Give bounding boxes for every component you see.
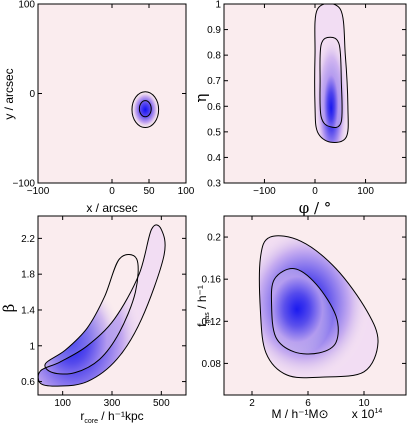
x-tick-label: 50: [143, 186, 155, 197]
x-tick-label: −100: [27, 186, 50, 197]
panel-xy: −100 0 50 100 −100 0 100: [12, 0, 194, 197]
contour-inner: [44, 254, 139, 375]
x-tick-label: 2: [249, 398, 255, 409]
contour-outer: [314, 4, 349, 143]
y-tick-label: 0.9: [207, 25, 221, 36]
multiplier-base: x 10: [352, 407, 375, 421]
density-inner: [319, 37, 343, 128]
x-tick-label: 100: [54, 398, 71, 409]
y-tick-label: 0.16: [202, 275, 222, 286]
x-tick-label: 0: [312, 186, 318, 197]
y-tick-label: 0.7: [207, 76, 221, 87]
plot-area: [131, 90, 160, 129]
label-subscript: core: [84, 418, 98, 424]
x-axis-label: M / h⁻¹M⊙: [271, 407, 328, 421]
x-axis-multiplier: x 1014: [352, 407, 383, 421]
x-tick-label: 6: [305, 398, 311, 409]
x-axis-label: x / arcsec: [86, 201, 137, 215]
label-subscript: gas: [204, 312, 211, 324]
y-tick-label: 0.3: [207, 179, 221, 190]
x-tick-label: −100: [253, 186, 276, 197]
panel-rcore-beta: 100 300 500 0.6 1 1.4 1.8 2.2: [21, 215, 187, 409]
plot-area: [258, 235, 379, 379]
y-tick-label: 0.4: [207, 153, 221, 164]
contour-inner: [319, 36, 343, 129]
contour-inner: [270, 268, 339, 355]
y-axis-label: y / arcsec: [2, 68, 16, 119]
y-tick-label: 0.5: [207, 127, 221, 138]
multiplier-exponent: 14: [374, 408, 382, 415]
contour-inner: [138, 100, 152, 118]
plot-background: [38, 4, 186, 183]
y-axis-label: β: [0, 304, 18, 313]
density-inner: [271, 268, 339, 354]
y-axis-label: fgas / h⁻¹: [195, 285, 211, 327]
density-core: [131, 90, 160, 129]
y-tick-label: 0.6: [21, 377, 35, 388]
y-tick-label: 2.2: [21, 234, 35, 245]
x-tick-label: 100: [178, 186, 195, 197]
y-tick-label: 0.6: [207, 102, 221, 113]
x-tick-label: 0: [109, 186, 115, 197]
x-tick-label: 10: [358, 398, 370, 409]
x-axis-label: rcore / h⁻¹kpc: [80, 409, 143, 424]
label-part: / h⁻¹: [195, 285, 209, 312]
contour-outer: [131, 91, 160, 129]
contour-outer: [258, 235, 379, 379]
y-tick-label: 1: [215, 0, 221, 11]
panel-mass-fgas: 2 6 10 0.08 0.12 0.16 0.2: [202, 215, 407, 409]
x-tick-label: 300: [104, 398, 121, 409]
density-inner: [44, 254, 139, 375]
y-tick-label: 1.8: [21, 270, 35, 281]
y-tick-label: 100: [18, 0, 35, 11]
panel-phi-eta: −100 0 100 0.3 0.4 0.5 0.6 0.7 0.8 0.9 1: [207, 0, 407, 197]
label-part: f: [195, 323, 209, 327]
y-tick-label: 1: [29, 341, 35, 352]
y-tick-label: 0.08: [202, 359, 222, 370]
y-tick-label: 1.4: [21, 305, 35, 316]
x-tick-label: 100: [357, 186, 374, 197]
y-tick-label: 0: [29, 89, 35, 100]
contour-outer: [38, 224, 166, 387]
y-tick-label: 0.8: [207, 51, 221, 62]
y-tick-label: 0.12: [202, 317, 222, 328]
label-part: r: [80, 409, 84, 423]
y-tick-label: 0.2: [207, 233, 221, 244]
label-part: / h⁻¹kpc: [98, 409, 144, 423]
plot-frame: [223, 215, 407, 396]
x-tick-label: 500: [153, 398, 170, 409]
plot-area: [38, 224, 166, 387]
x-axis-label: φ / °: [299, 199, 332, 217]
plot-area: [314, 4, 349, 143]
y-axis-label: η: [192, 94, 210, 103]
y-tick-label: −100: [12, 179, 35, 190]
